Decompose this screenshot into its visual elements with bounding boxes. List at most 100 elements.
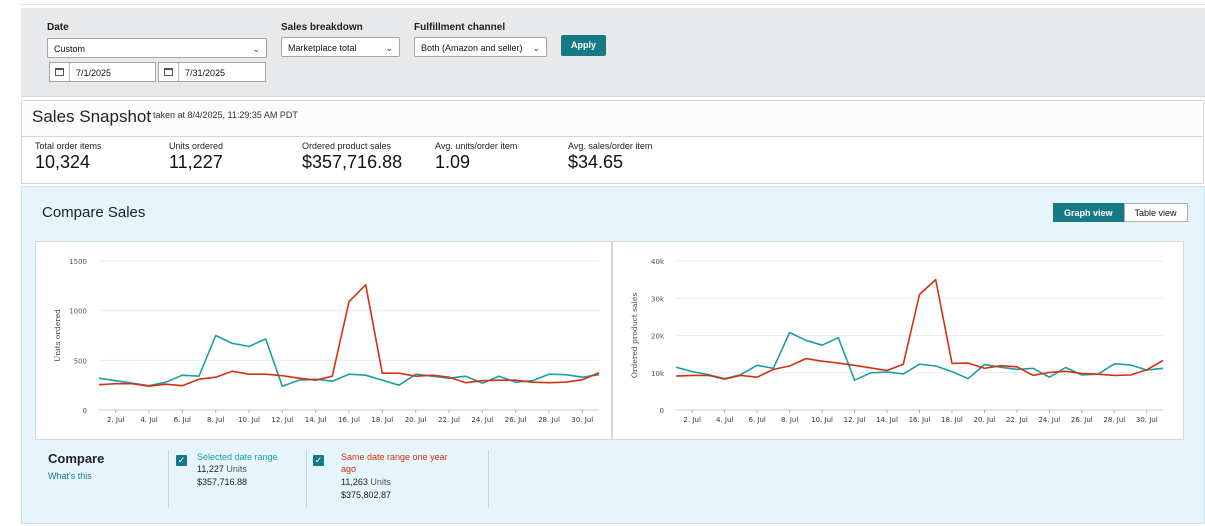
units-ordered-chart-svg: 0 500 1000 1500 2. Jul 4. Jul 6. Jul 8. Jul 10. … (53, 258, 600, 424)
previous-range-name-line1: Same date range one year (341, 452, 448, 462)
date-range-select[interactable]: Custom ⌄ (47, 38, 267, 58)
snapshot-title: Sales Snapshot (32, 107, 152, 126)
x-tick-label: 22. Jul (438, 416, 460, 424)
previous-range-name: Same date range one year ago (341, 451, 448, 475)
metric-units-ordered: Units ordered 11,227 (169, 141, 223, 173)
end-date-value: 7/31/2025 (178, 63, 225, 81)
x-tick-label: 6. Jul (174, 416, 191, 424)
x-tick-label: 18. Jul (371, 416, 393, 424)
previous-year-series-line (675, 278, 1164, 380)
previous-range-name-line2: ago (341, 464, 357, 474)
x-tick-label: 30. Jul (1136, 416, 1158, 424)
date-range-value: Custom (54, 44, 86, 54)
metric-value: $357,716.88 (302, 152, 403, 172)
y-axis-label: Ordered product sales (630, 293, 639, 378)
metric-total-order-items: Total order items 10,324 (35, 141, 102, 173)
x-tick-label: 24. Jul (1038, 416, 1060, 424)
ordered-product-sales-chart: 0 10k 20k 30k 40k 2. Jul 4. Jul 6. Jul 8. Jul 10.… (612, 241, 1184, 440)
compare-legend-title: Compare (48, 451, 105, 466)
checkbox-checked-icon[interactable]: ✓ (313, 455, 324, 466)
y-tick-label: 500 (74, 357, 87, 365)
compare-legend: Compare What's this ✓ Selected date rang… (22, 440, 1204, 525)
fulfillment-channel-value: Both (Amazon and seller) (421, 43, 523, 53)
fulfillment-channel-select[interactable]: Both (Amazon and seller) ⌄ (414, 37, 547, 57)
x-tick-label: 8. Jul (781, 416, 798, 424)
x-tick-label: 10. Jul (238, 416, 260, 424)
sales-breakdown-label: Sales breakdown (281, 22, 363, 33)
previous-units-word: Units (370, 477, 391, 487)
current-units-word: Units (226, 464, 247, 474)
top-divider (20, 4, 1205, 5)
selected-range-series-line (675, 331, 1164, 381)
sales-breakdown-select[interactable]: Marketplace total ⌄ (281, 37, 400, 57)
metric-label: Avg. sales/order item (568, 141, 653, 151)
compare-sales-panel: Compare Sales Graph view Table view 0 500… (21, 186, 1205, 524)
y-tick-label: 30k (651, 295, 665, 303)
current-range-sales: $357,716.88 (197, 477, 248, 487)
date-label: Date (47, 22, 69, 33)
x-tick-label: 2. Jul (107, 416, 124, 424)
x-tick-label: 14. Jul (876, 416, 898, 424)
metric-label: Units ordered (169, 141, 224, 151)
filters-bar: Date Custom ⌄ 7/1/2025 7/31/2025 Sales b… (21, 8, 1205, 97)
table-view-button[interactable]: Table view (1123, 203, 1188, 222)
x-tick-label: 10. Jul (811, 416, 833, 424)
graph-view-button[interactable]: Graph view (1053, 203, 1124, 222)
end-date-field[interactable]: 7/31/2025 (158, 62, 266, 82)
metric-avg-sales-per-order-item: Avg. sales/order item $34.65 (568, 141, 652, 173)
current-units-value: 11,227 (197, 464, 224, 474)
current-range-units: 11,227 Units (197, 464, 247, 474)
snapshot-header: Sales Snapshot taken at 8/4/2025, 11:29:… (22, 101, 1203, 137)
y-tick-label: 40k (651, 258, 665, 266)
x-tick-label: 4. Jul (716, 416, 733, 424)
x-tick-label: 14. Jul (305, 416, 327, 424)
metric-label: Total order items (35, 141, 102, 151)
y-axis-label: Units ordered (53, 309, 62, 362)
checkbox-checked-icon[interactable]: ✓ (176, 455, 187, 466)
metric-label: Ordered product sales (302, 141, 392, 151)
x-tick-label: 30. Jul (571, 416, 593, 424)
snapshot-timestamp: taken at 8/4/2025, 11:29:35 AM PDT (153, 110, 298, 120)
x-tick-label: 28. Jul (538, 416, 560, 424)
metric-avg-units-per-order-item: Avg. units/order item 1.09 (435, 141, 517, 173)
calendar-icon[interactable] (55, 68, 64, 76)
y-tick-label: 1500 (69, 258, 87, 266)
x-tick-label: 2. Jul (684, 416, 701, 424)
x-tick-label: 8. Jul (207, 416, 224, 424)
x-tick-label: 28. Jul (1103, 416, 1125, 424)
legend-divider (306, 450, 307, 508)
x-tick-label: 20. Jul (405, 416, 427, 424)
x-tick-label: 18. Jul (941, 416, 963, 424)
sales-snapshot: Sales Snapshot taken at 8/4/2025, 11:29:… (21, 100, 1204, 184)
fulfillment-channel-label: Fulfillment channel (414, 22, 506, 33)
compare-sales-title: Compare Sales (42, 204, 146, 221)
legend-divider (168, 450, 169, 508)
units-ordered-chart: 0 500 1000 1500 2. Jul 4. Jul 6. Jul 8. Jul 10. … (35, 241, 612, 440)
previous-range-sales: $375,802.87 (341, 490, 392, 500)
previous-range-units: 11,263 Units (341, 477, 391, 487)
x-tick-label: 20. Jul (974, 416, 996, 424)
x-tick-label: 16. Jul (338, 416, 360, 424)
chevron-down-icon: ⌄ (385, 43, 393, 53)
y-tick-label: 20k (651, 333, 665, 341)
view-toggle: Graph view Table view (1053, 203, 1188, 222)
metric-label: Avg. units/order item (435, 141, 518, 151)
y-tick-label: 0 (660, 407, 664, 415)
current-range-name: Selected date range (197, 452, 278, 462)
metric-value: 11,227 (169, 152, 223, 172)
calendar-icon[interactable] (164, 68, 173, 76)
metric-value: $34.65 (568, 152, 624, 172)
previous-units-value: 11,263 (341, 477, 368, 487)
y-tick-label: 0 (83, 407, 87, 415)
x-tick-label: 12. Jul (271, 416, 293, 424)
metric-value: 1.09 (435, 152, 471, 172)
x-tick-label: 6. Jul (748, 416, 765, 424)
start-date-field[interactable]: 7/1/2025 (49, 62, 156, 82)
x-tick-label: 26. Jul (505, 416, 527, 424)
x-tick-label: 4. Jul (140, 416, 157, 424)
x-tick-label: 16. Jul (909, 416, 931, 424)
apply-button[interactable]: Apply (561, 35, 606, 56)
whats-this-link[interactable]: What's this (48, 471, 92, 481)
legend-divider (488, 450, 489, 508)
selected-range-series-line (98, 334, 600, 387)
